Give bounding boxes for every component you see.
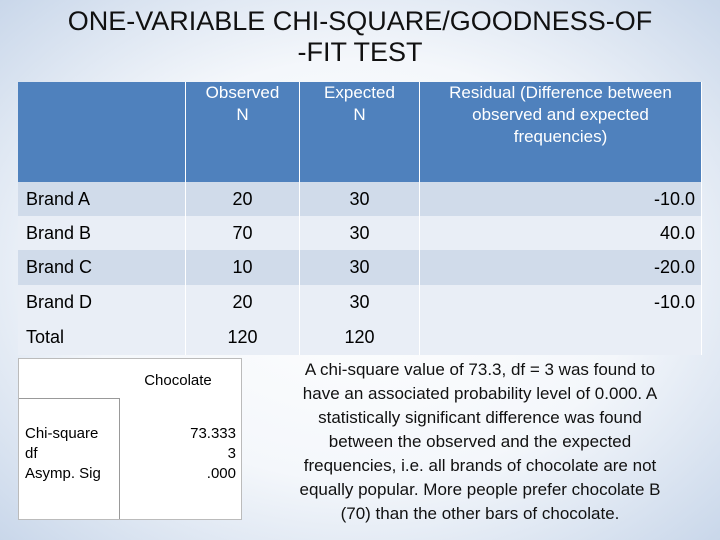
table-cell: 20 [186, 182, 300, 216]
test-value: 73.333 [190, 425, 236, 442]
title-line: ONE-VARIABLE CHI-SQUARE/GOODNESS-OF [67, 6, 653, 36]
table-cell: 120 [186, 320, 300, 355]
table-cell: 40.0 [420, 216, 702, 250]
title: ONE-VARIABLE CHI-SQUARE/GOODNESS-OF -FIT … [0, 6, 720, 68]
test-outline [18, 358, 242, 520]
paragraph-line: statistically significant difference was… [318, 408, 642, 427]
table-cell: -10.0 [420, 285, 702, 320]
table-cell: 120 [300, 320, 420, 355]
header-cell [18, 82, 186, 182]
conclusion: A chi-square value of 73.3, df = 3 was f… [250, 358, 710, 526]
table-cell: -10.0 [420, 182, 702, 216]
paragraph-line: have an associated probability level of … [302, 384, 658, 403]
table-cell: 30 [300, 285, 420, 320]
table-cell: Total [18, 320, 186, 355]
test-column: Chocolate [120, 372, 236, 389]
table-cell: 30 [300, 182, 420, 216]
test-value: 3 [227, 445, 236, 462]
table-cell [420, 320, 702, 355]
header-cell: Residual (Difference between observed an… [420, 82, 702, 182]
paragraph-line: A chi-square value of 73.3, df = 3 was f… [304, 360, 656, 379]
paragraph-line: equally popular. More people prefer choc… [299, 480, 661, 499]
title-line: -FIT TEST [297, 37, 423, 67]
table-cell: Brand D [18, 285, 186, 320]
test-value: .000 [206, 465, 236, 482]
table-cell: Brand C [18, 250, 186, 285]
header-cell: Observed N [186, 82, 300, 182]
table-cell: Brand B [18, 216, 186, 250]
paragraph-line: frequencies, i.e. all brands of chocolat… [303, 456, 657, 475]
table-cell: 20 [186, 285, 300, 320]
table-cell: -20.0 [420, 250, 702, 285]
test-label: Chi-square [25, 425, 99, 442]
paragraph-line: (70) than the other bars of chocolate. [340, 504, 620, 523]
table-cell: 10 [186, 250, 300, 285]
test-label: Asymp. Sig [25, 465, 101, 482]
table-cell: 30 [300, 216, 420, 250]
test-label: df [25, 445, 38, 462]
paragraph-line: between the observed and the expected [328, 432, 632, 451]
table-cell: Brand A [18, 182, 186, 216]
table-cell: 30 [300, 250, 420, 285]
header-cell: Expected N [300, 82, 420, 182]
table-cell: 70 [186, 216, 300, 250]
